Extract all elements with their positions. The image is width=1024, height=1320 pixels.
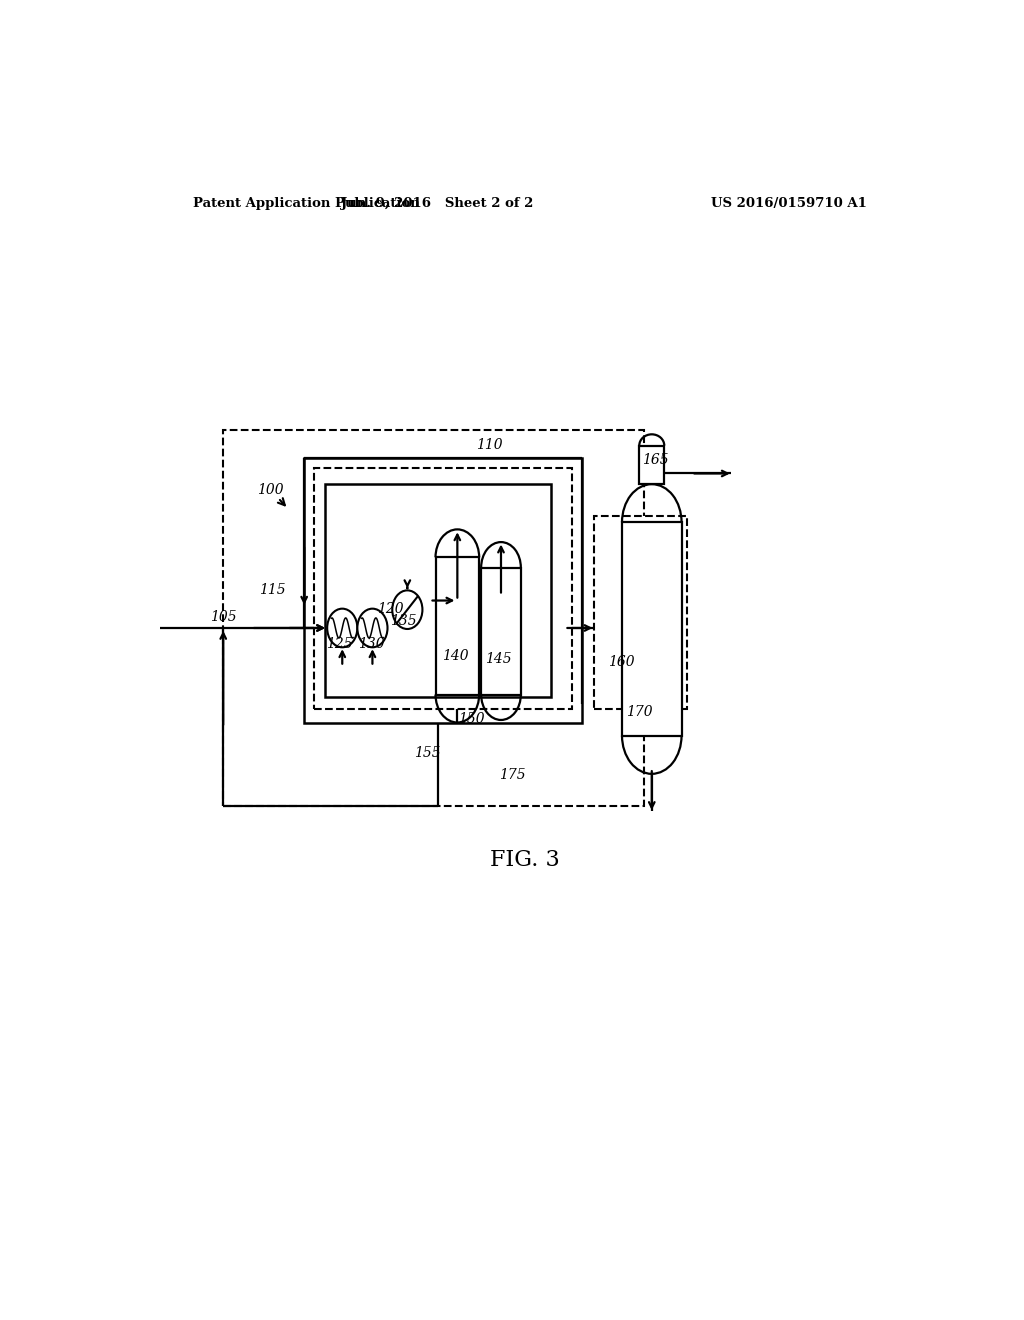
Bar [325, 483, 551, 697]
Text: 140: 140 [442, 649, 469, 664]
Bar [481, 568, 521, 694]
Text: 145: 145 [485, 652, 512, 667]
Text: 160: 160 [608, 655, 635, 668]
Bar [304, 458, 582, 722]
Text: 170: 170 [627, 705, 653, 719]
Text: 175: 175 [500, 768, 526, 783]
Text: 110: 110 [475, 438, 502, 451]
Text: 150: 150 [458, 713, 484, 726]
Text: Jun. 9, 2016   Sheet 2 of 2: Jun. 9, 2016 Sheet 2 of 2 [341, 197, 534, 210]
Text: Patent Application Publication: Patent Application Publication [194, 197, 420, 210]
Text: US 2016/0159710 A1: US 2016/0159710 A1 [712, 197, 867, 210]
Bar [314, 469, 572, 709]
Text: 135: 135 [390, 614, 417, 628]
Text: 120: 120 [377, 602, 403, 615]
Bar [594, 516, 687, 709]
Text: 130: 130 [358, 638, 385, 651]
Text: 125: 125 [327, 638, 353, 651]
Text: 105: 105 [210, 610, 237, 624]
Circle shape [392, 590, 423, 630]
Text: 155: 155 [414, 746, 440, 760]
Bar [622, 523, 682, 735]
Text: FIG. 3: FIG. 3 [489, 849, 560, 871]
Circle shape [357, 609, 387, 647]
Circle shape [328, 609, 357, 647]
Bar [435, 557, 479, 694]
Text: 165: 165 [642, 453, 669, 467]
Text: 100: 100 [257, 483, 284, 496]
Bar [223, 430, 644, 805]
Bar [639, 446, 665, 484]
Text: 115: 115 [259, 583, 286, 598]
